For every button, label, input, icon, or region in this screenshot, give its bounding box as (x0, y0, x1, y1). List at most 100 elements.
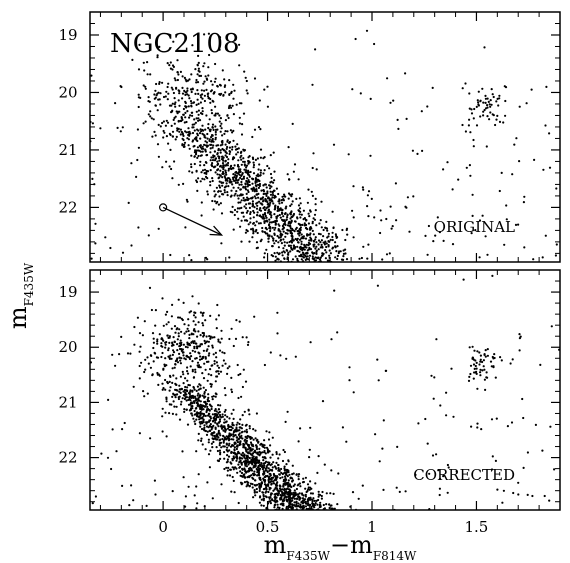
main-sequence-point (205, 161, 208, 164)
upper-ms-point (173, 77, 176, 80)
main-sequence-point (301, 497, 305, 500)
main-sequence-point (267, 438, 271, 441)
main-sequence-point (289, 501, 292, 505)
main-sequence-point (220, 427, 224, 430)
main-sequence-point (226, 474, 229, 477)
main-sequence-point (309, 480, 312, 483)
main-sequence-point (245, 460, 248, 463)
main-sequence-point (243, 473, 246, 476)
field-star-point (317, 498, 320, 502)
upper-ms-point (162, 129, 165, 133)
field-star-point (389, 101, 392, 104)
main-sequence-point (290, 507, 293, 510)
upper-ms-point (184, 377, 187, 380)
main-sequence-point (222, 439, 225, 443)
upper-ms-point (216, 84, 219, 88)
main-sequence-point (277, 457, 280, 460)
field-star-point (185, 120, 188, 124)
main-sequence-point (262, 213, 265, 216)
main-sequence-point (328, 254, 331, 257)
main-sequence-point (300, 511, 302, 513)
main-sequence-point (248, 469, 251, 473)
field-star-point (269, 351, 272, 354)
main-sequence-point (290, 203, 293, 206)
main-sequence-point (284, 483, 287, 486)
main-sequence-point (250, 468, 253, 472)
red-clump-point (490, 365, 493, 368)
main-sequence-point (331, 263, 333, 265)
main-sequence-point (203, 400, 206, 404)
main-sequence-point (281, 195, 284, 198)
red-clump-point (468, 118, 471, 121)
main-sequence-point (177, 396, 180, 399)
upper-ms-point (144, 85, 147, 88)
upper-ms-point (199, 94, 202, 97)
upper-ms-point (231, 145, 234, 149)
main-sequence-point (249, 211, 252, 214)
field-star-point (414, 473, 417, 476)
upper-ms-point (180, 348, 183, 351)
main-sequence-point (287, 197, 290, 200)
upper-ms-point (177, 119, 180, 123)
main-sequence-point (219, 404, 222, 407)
upper-ms-point (193, 118, 196, 121)
field-star-point (245, 423, 248, 426)
main-sequence-point (236, 421, 239, 424)
upper-ms-point (226, 372, 229, 375)
main-sequence-point (199, 407, 202, 410)
y-tick-label: 19 (58, 283, 77, 301)
main-sequence-point (336, 503, 339, 506)
main-sequence-point (328, 249, 331, 252)
red-clump-point (472, 363, 476, 366)
upper-ms-point (167, 349, 170, 352)
red-clump-point (478, 363, 481, 366)
upper-ms-point (207, 74, 210, 77)
main-sequence-point (228, 146, 231, 149)
upper-ms-point (183, 76, 186, 79)
upper-ms-point (207, 373, 210, 376)
main-sequence-point (251, 135, 254, 139)
upper-ms-point (143, 370, 146, 374)
upper-ms-point (166, 98, 169, 101)
main-sequence-point (229, 433, 233, 436)
upper-ms-point (189, 100, 193, 103)
main-sequence-point (260, 189, 263, 192)
upper-ms-point (157, 123, 160, 126)
main-sequence-point (308, 215, 311, 218)
main-sequence-point (200, 171, 203, 174)
main-sequence-point (217, 177, 220, 180)
field-star-point (170, 167, 173, 171)
field-star-point (457, 178, 460, 181)
upper-ms-point (201, 124, 204, 127)
upper-ms-point (192, 341, 195, 345)
x-axis-label: mF435W−mF814W (264, 531, 417, 563)
main-sequence-point (156, 143, 160, 146)
main-sequence-point (249, 449, 252, 452)
main-sequence-point (219, 151, 222, 154)
main-sequence-point (279, 503, 282, 506)
main-sequence-point (273, 213, 276, 216)
main-sequence-point (315, 508, 318, 510)
red-clump-point (482, 359, 485, 362)
upper-ms-point (193, 345, 196, 348)
field-star-point (522, 466, 525, 469)
main-sequence-point (299, 503, 302, 506)
main-sequence-point (273, 479, 276, 482)
field-star-point (129, 352, 132, 355)
red-clump-point (484, 349, 487, 352)
field-star-point (361, 484, 364, 487)
upper-ms-point (222, 359, 225, 362)
main-sequence-point (268, 431, 271, 434)
main-sequence-point (306, 201, 309, 204)
main-sequence-point (342, 255, 345, 258)
upper-ms-point (218, 120, 221, 123)
main-sequence-point (217, 155, 220, 158)
main-sequence-point (264, 467, 267, 470)
red-clump-point (489, 105, 492, 108)
field-star-point (309, 210, 312, 213)
main-sequence-point (243, 456, 246, 459)
upper-ms-point (217, 366, 221, 369)
main-sequence-point (307, 488, 310, 491)
field-star-point (517, 481, 520, 484)
field-star-point (525, 102, 528, 105)
